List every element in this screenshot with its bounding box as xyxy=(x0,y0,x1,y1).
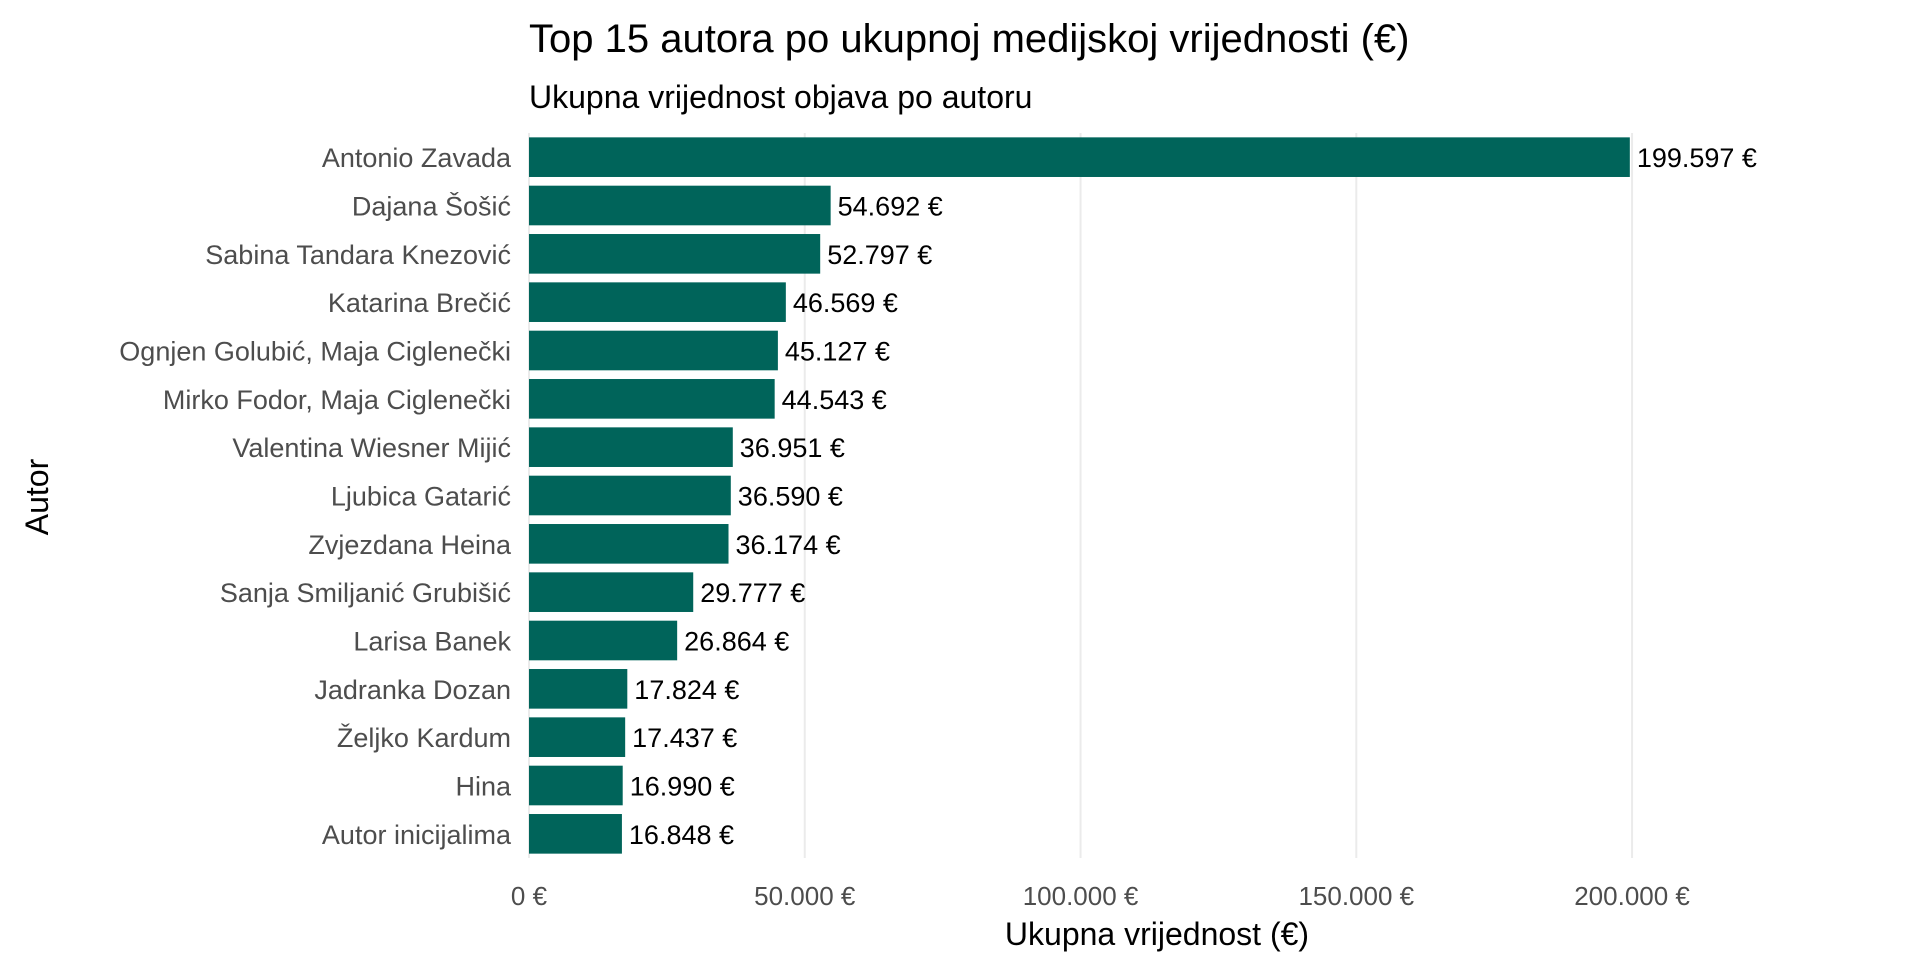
bar-value-label: 44.543 € xyxy=(782,385,887,415)
y-tick-label: Jadranka Dozan xyxy=(314,675,511,705)
bar-value-label: 36.951 € xyxy=(740,433,845,463)
y-tick-label: Larisa Banek xyxy=(353,627,511,657)
bar xyxy=(529,185,831,226)
y-axis-label: Autor xyxy=(19,458,55,535)
x-tick-label: 50.000 € xyxy=(754,881,856,911)
y-tick-label: Sabina Tandara Knezović xyxy=(205,240,511,270)
y-tick-layer: Antonio Zavada Dajana Šošić Sabina Tandara… xyxy=(119,143,512,850)
bar-value-label: 54.692 € xyxy=(838,192,943,222)
y-tick-label: Autor inicijalima xyxy=(322,820,512,850)
bar xyxy=(529,572,694,612)
label-layer: 199.597 € 54.692 € 52.797 € 46.569 € 45.127 … xyxy=(629,143,1757,850)
bar xyxy=(529,765,623,806)
x-tick-label: 0 € xyxy=(511,881,548,911)
bar-value-label: 29.777 € xyxy=(700,578,805,608)
bar-value-label: 45.127 € xyxy=(785,337,890,367)
chart-title: Top 15 autora po ukupnoj medijskoj vrije… xyxy=(529,17,1410,61)
bar-value-label: 26.864 € xyxy=(684,627,789,657)
y-tick-label: Mirko Fodor, Maja Ciglenečki xyxy=(163,385,511,415)
y-tick-label: Sanja Smiljanić Grubišić xyxy=(220,578,511,608)
y-tick-label: Katarina Brečić xyxy=(328,288,511,318)
bar-value-label: 17.437 € xyxy=(632,723,737,753)
chart-subtitle: Ukupna vrijednost objava po autoru xyxy=(529,79,1032,115)
bar xyxy=(529,717,626,757)
bar xyxy=(529,669,628,709)
bar xyxy=(529,379,775,419)
bar-value-label: 199.597 € xyxy=(1637,143,1757,173)
bar-value-label: 36.590 € xyxy=(738,482,843,512)
bar xyxy=(529,620,678,661)
bar xyxy=(529,137,1630,177)
bar xyxy=(529,427,733,467)
y-tick-label: Željko Kardum xyxy=(337,722,511,753)
x-tick-label: 150.000 € xyxy=(1298,881,1414,911)
bar xyxy=(529,475,731,516)
x-tick-layer: 0 € 50.000 € 100.000 € 150.000 € 200.000 € xyxy=(511,881,1691,911)
y-tick-label: Ljubica Gatarić xyxy=(331,482,511,512)
bar xyxy=(529,524,729,564)
bar-value-label: 36.174 € xyxy=(736,530,841,560)
y-tick-label: Dajana Šošić xyxy=(352,191,511,222)
x-tick-label: 100.000 € xyxy=(1023,881,1139,911)
bar-value-label: 17.824 € xyxy=(634,675,739,705)
bar-layer xyxy=(529,137,1630,854)
bar xyxy=(529,234,821,274)
bar-value-label: 16.848 € xyxy=(629,820,734,850)
bar xyxy=(529,814,622,854)
y-tick-label: Ognjen Golubić, Maja Ciglenečki xyxy=(119,337,511,367)
bar-value-label: 52.797 € xyxy=(827,240,932,270)
y-tick-label: Valentina Wiesner Mijić xyxy=(232,433,511,463)
x-axis-label: Ukupna vrijednost (€) xyxy=(1005,916,1309,952)
bar-value-label: 16.990 € xyxy=(630,772,735,802)
bar xyxy=(529,330,778,371)
y-tick-label: Zvjezdana Heina xyxy=(308,530,512,560)
y-tick-label: Antonio Zavada xyxy=(322,143,512,173)
bar xyxy=(529,282,786,322)
y-tick-label: Hina xyxy=(455,772,512,802)
x-tick-label: 200.000 € xyxy=(1574,881,1690,911)
bar-value-label: 46.569 € xyxy=(793,288,898,318)
